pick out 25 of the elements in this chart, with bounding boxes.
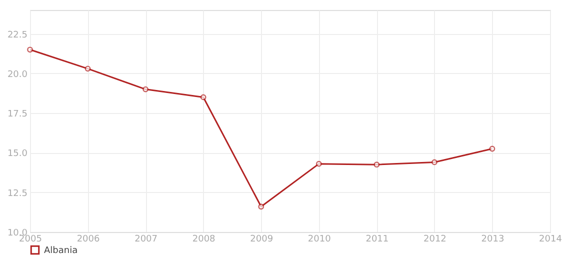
legend-label: Albania <box>44 246 78 256</box>
point <box>374 162 380 168</box>
y-tick-label: 22.5 <box>7 30 28 40</box>
x-tick-label: 2011 <box>366 234 389 244</box>
point <box>316 160 322 167</box>
y-tick-label: 15.0 <box>7 149 28 160</box>
y-tick-label: 17.5 <box>7 110 28 120</box>
x-tick-label: 2006 <box>76 234 100 244</box>
y-tick-label: 12.5 <box>7 188 28 199</box>
x-tick-label: 2005 <box>19 234 42 244</box>
point <box>27 46 33 53</box>
x-tick-label: 2008 <box>192 234 216 244</box>
point <box>200 94 206 100</box>
x-tick-label: 2013 <box>481 234 504 244</box>
point <box>142 86 148 92</box>
point <box>84 66 91 72</box>
x-tick-label: 2012 <box>423 234 446 244</box>
x-tick-label: 2010 <box>308 234 332 244</box>
point <box>432 159 438 166</box>
y-tick-label: 20.0 <box>7 70 28 80</box>
x-tick-label: 2014 <box>539 234 562 244</box>
point <box>258 204 264 210</box>
x-tick-label: 2007 <box>134 234 158 244</box>
point <box>489 146 496 152</box>
x-tick-label: 2009 <box>250 234 274 244</box>
